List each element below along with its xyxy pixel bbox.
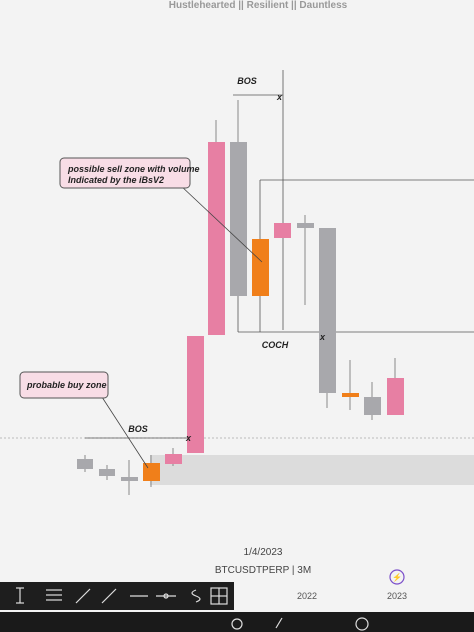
bos-mark: x <box>276 92 283 102</box>
callout-arrow <box>99 393 149 469</box>
bos-mark: x <box>185 433 192 443</box>
coch-mark: x <box>319 332 326 342</box>
sell-zone-callout <box>59 157 191 189</box>
buy-zone-band <box>150 455 474 485</box>
callout-arrow <box>179 184 263 263</box>
sell-zone-line: possible sell zone with volume <box>67 164 200 174</box>
buy-zone-text: probable buy zone <box>26 380 107 390</box>
axis-label: 2022 <box>297 591 317 601</box>
sell-zone-text: possible sell zone with volume Indicated … <box>67 164 200 185</box>
drawing-toolbar <box>0 582 234 610</box>
candles <box>77 100 404 495</box>
buy-zone-callout <box>19 371 109 399</box>
lightning-icon[interactable] <box>389 569 405 585</box>
bos-label: BOS <box>237 76 257 86</box>
symbol-label: BTCUSDTPERP | 3M <box>215 565 311 576</box>
bottom-bar <box>0 612 474 632</box>
title: Hustlehearted || Resilient || Dauntless <box>169 0 348 11</box>
coch-label: COCH <box>262 340 289 350</box>
bos-label: BOS <box>128 424 148 434</box>
sell-zone-line: Indicated by the iBsV2 <box>68 175 164 185</box>
toolbar-icons[interactable] <box>16 587 369 631</box>
axis-label: 2023 <box>387 591 407 601</box>
date-label: 1/4/2023 <box>244 547 283 558</box>
lightning-glyph: ⚡ <box>392 572 402 582</box>
